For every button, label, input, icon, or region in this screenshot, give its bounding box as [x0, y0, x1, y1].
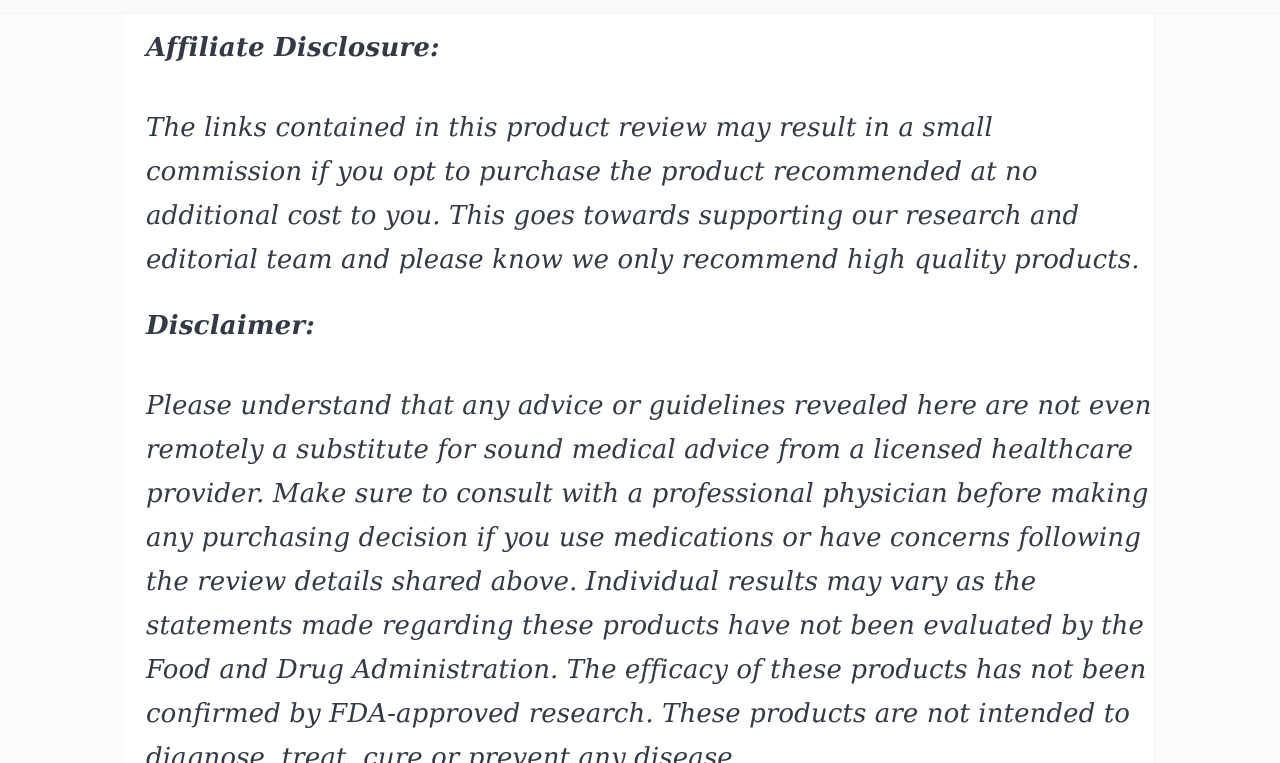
affiliate-disclosure-paragraph: The links contained in this product revi… [146, 113, 1140, 275]
disclaimer-heading: Disclaimer: [146, 311, 316, 341]
disclaimer-paragraph: Please understand that any advice or gui… [146, 391, 1152, 763]
top-strip [0, 0, 1280, 14]
section-affiliate-disclosure: Affiliate Disclosure: The links containe… [146, 30, 1154, 282]
section-disclaimer: Disclaimer: Please understand that any a… [146, 308, 1154, 763]
affiliate-disclosure-heading: Affiliate Disclosure: [146, 33, 440, 63]
article-content: Affiliate Disclosure: The links containe… [125, 14, 1155, 763]
